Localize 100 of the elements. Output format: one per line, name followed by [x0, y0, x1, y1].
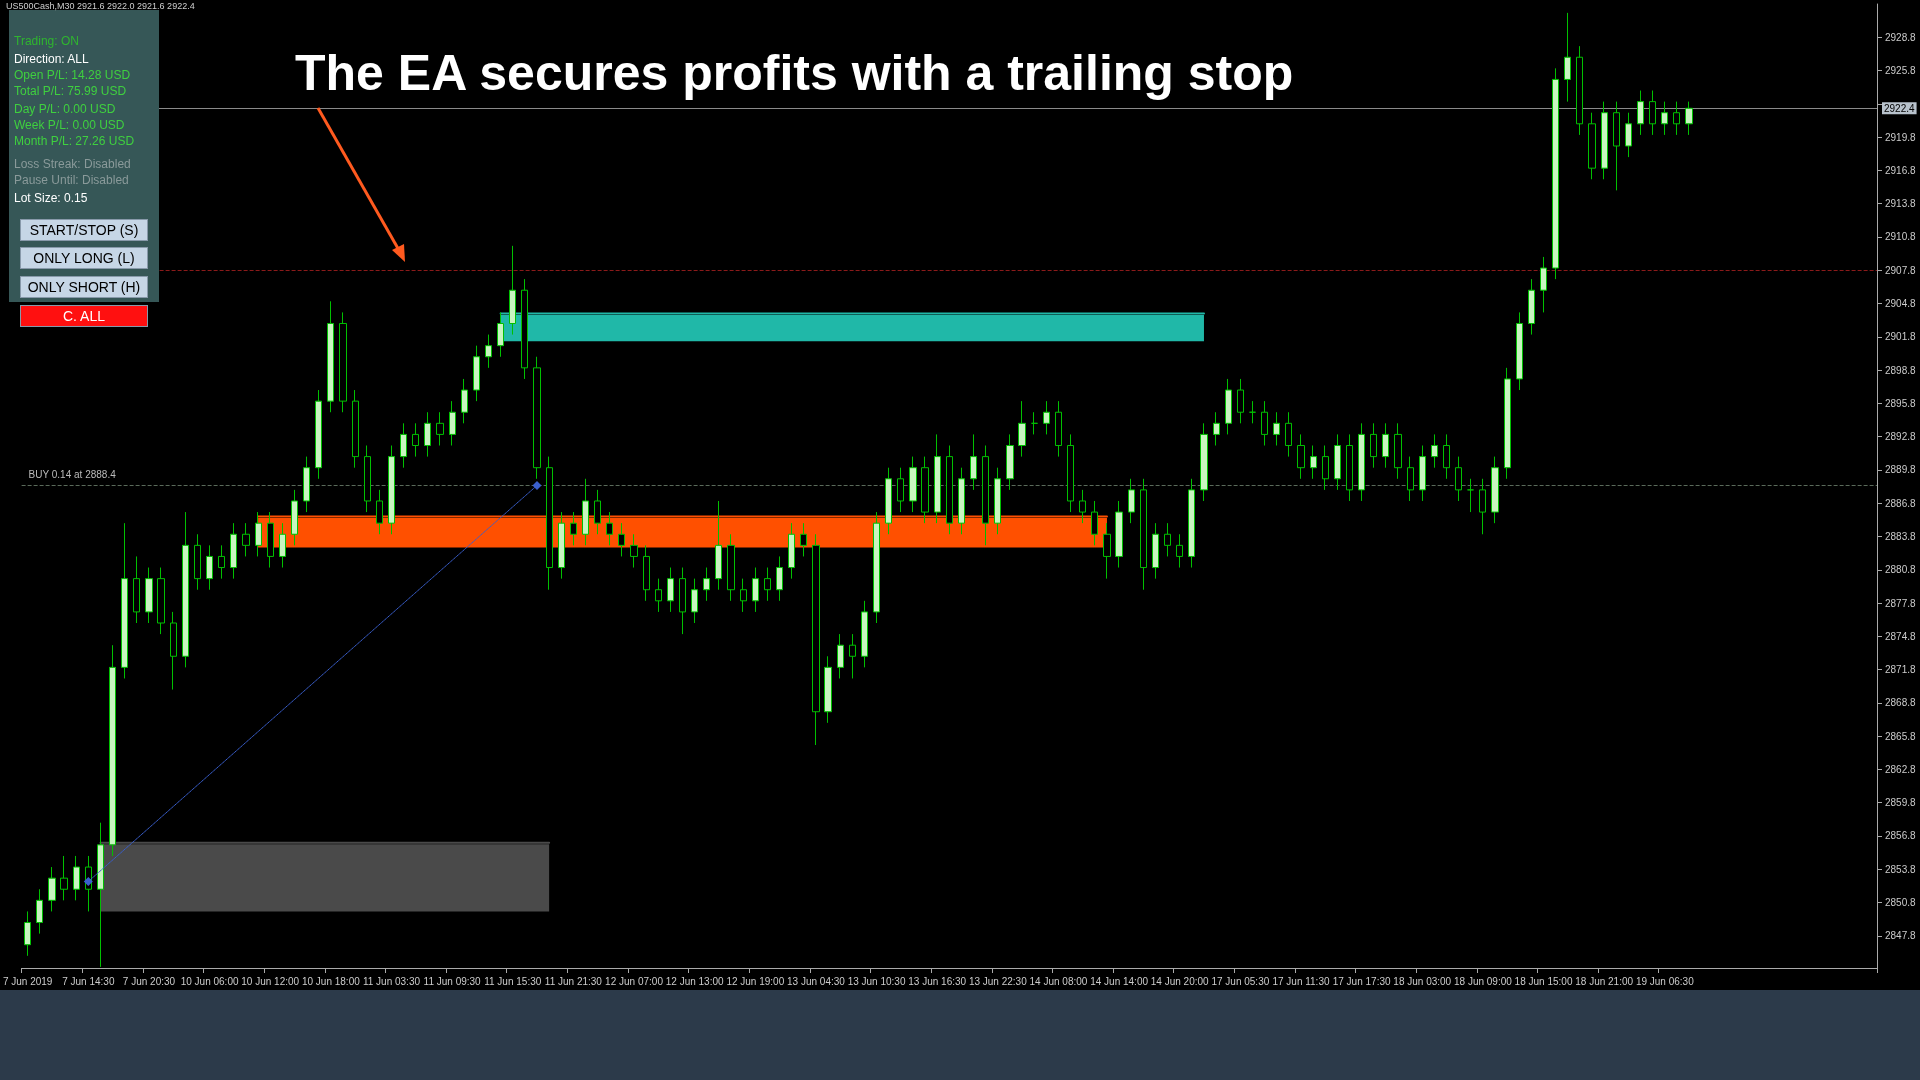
- y-tick-label: 2919.8: [1885, 131, 1917, 143]
- candlestick: [849, 633, 856, 679]
- candlestick: [594, 489, 601, 535]
- candlestick: [1455, 456, 1462, 502]
- candlestick: [315, 389, 322, 480]
- candlestick: [776, 555, 783, 602]
- candlestick: [921, 456, 929, 524]
- button: ONLY SHORT (H): [20, 276, 148, 298]
- candlestick: [800, 522, 807, 557]
- candlestick: [970, 433, 977, 491]
- y-tick-label: 2889.8: [1885, 464, 1917, 476]
- candlestick: [1043, 400, 1050, 435]
- candlestick: [1213, 411, 1220, 447]
- candlestick: [703, 567, 710, 602]
- candlestick: [1649, 90, 1656, 136]
- candlestick: [424, 411, 431, 458]
- candlestick: [727, 533, 735, 602]
- x-tick-label: 11 Jun 21:30: [544, 975, 603, 987]
- candlestick: [1152, 522, 1159, 580]
- candlestick: [679, 567, 686, 635]
- candlestick: [157, 567, 165, 635]
- y-tick-label: 2871.8: [1885, 664, 1917, 676]
- y-tick-label: 2847.8: [1885, 930, 1917, 942]
- x-tick-label: 18 Jun 03:00: [1393, 975, 1452, 987]
- candlestick: [1419, 445, 1426, 502]
- candlestick: [364, 445, 371, 513]
- candlestick: [1613, 101, 1620, 191]
- candlestick: [630, 533, 638, 569]
- candlestick: [497, 311, 504, 358]
- candlestick: [1079, 489, 1086, 524]
- candlestick: [558, 511, 565, 580]
- candlestick: [667, 567, 674, 613]
- candlestick: [861, 600, 868, 668]
- annotation: US500Cash,M30 2921.6 2922.0 2921.6 2922.4: [6, 1, 195, 11]
- annotation: Direction: ALL: [14, 52, 89, 66]
- candlestick: [509, 245, 516, 336]
- x-tick-label: 13 Jun 22:30: [968, 975, 1028, 987]
- x-tick-label: 18 Jun 09:00: [1453, 975, 1513, 987]
- candlestick: [1188, 478, 1195, 569]
- y-tick-label: 2913.8: [1885, 198, 1917, 210]
- candlestick: [715, 500, 722, 591]
- candlestick: [194, 533, 201, 591]
- y-tick-label: 2883.8: [1885, 530, 1917, 542]
- candlestick: [339, 311, 347, 413]
- y-tick-label: 2910.8: [1885, 231, 1917, 243]
- y-tick-label: 2904.8: [1885, 298, 1917, 310]
- candlestick: [436, 411, 444, 447]
- candlestick: [1576, 45, 1583, 136]
- candlestick: [1504, 367, 1511, 480]
- candlestick: [764, 567, 771, 602]
- candlestick: [582, 478, 589, 546]
- candlestick: [1685, 101, 1693, 136]
- candlestick: [1164, 522, 1171, 557]
- candlestick: [400, 422, 407, 469]
- candlestick: [291, 489, 298, 546]
- x-tick-label: 17 Jun 17:30: [1332, 975, 1391, 987]
- y-tick-label: 2856.8: [1885, 830, 1917, 842]
- candlestick: [909, 456, 917, 513]
- annotation: Week P/L: 0.00 USD: [14, 118, 125, 132]
- y-tick-label: 2916.8: [1885, 164, 1917, 176]
- y-tick-label: 2898.8: [1885, 364, 1917, 376]
- x-tick-label: 10 Jun 12:00: [241, 975, 300, 987]
- annotation: Pause Until: Disabled: [14, 173, 129, 187]
- annotation: Trading: ON: [14, 34, 79, 48]
- candlestick: [1285, 411, 1292, 458]
- y-tick-label: 2850.8: [1885, 897, 1917, 909]
- candlestick: [1249, 400, 1256, 424]
- candlestick: [752, 567, 759, 613]
- candlestick: [1273, 411, 1280, 447]
- candlestick: [655, 578, 662, 613]
- candlestick: [824, 655, 832, 724]
- candlestick: [109, 644, 116, 857]
- candlestick: [994, 467, 1001, 535]
- x-tick-label: 10 Jun 06:00: [180, 975, 239, 987]
- candlestick: [691, 578, 698, 624]
- candlestick: [1334, 433, 1341, 491]
- annotation: Loss Streak: Disabled: [14, 157, 131, 171]
- x-tick-label: 18 Jun 21:00: [1575, 975, 1634, 987]
- candlestick: [133, 555, 140, 624]
- candlestick: [812, 533, 820, 746]
- y-tick-label: 2877.8: [1885, 597, 1917, 609]
- y-tick-label: 2868.8: [1885, 697, 1917, 709]
- candlestick: [1479, 478, 1486, 535]
- x-tick-label: 11 Jun 03:30: [362, 975, 421, 987]
- candlestick: [570, 511, 577, 546]
- candlestick: [412, 422, 419, 458]
- candlestick: [533, 356, 541, 480]
- candlestick: [1382, 422, 1389, 469]
- candlestick: [1322, 445, 1329, 491]
- candlestick: [1443, 433, 1450, 480]
- candlestick: [1407, 456, 1414, 502]
- candlestick: [36, 888, 43, 935]
- candlestick: [267, 511, 274, 569]
- y-tick-label: 2874.8: [1885, 630, 1917, 642]
- y-tick-label: 2880.8: [1885, 564, 1917, 576]
- y-tick-label: 2925.8: [1885, 65, 1917, 77]
- candlestick: [1128, 478, 1135, 524]
- x-tick-label: 12 Jun 19:00: [726, 975, 785, 987]
- y-tick-label: 2907.8: [1885, 264, 1917, 276]
- candlestick: [1370, 422, 1377, 469]
